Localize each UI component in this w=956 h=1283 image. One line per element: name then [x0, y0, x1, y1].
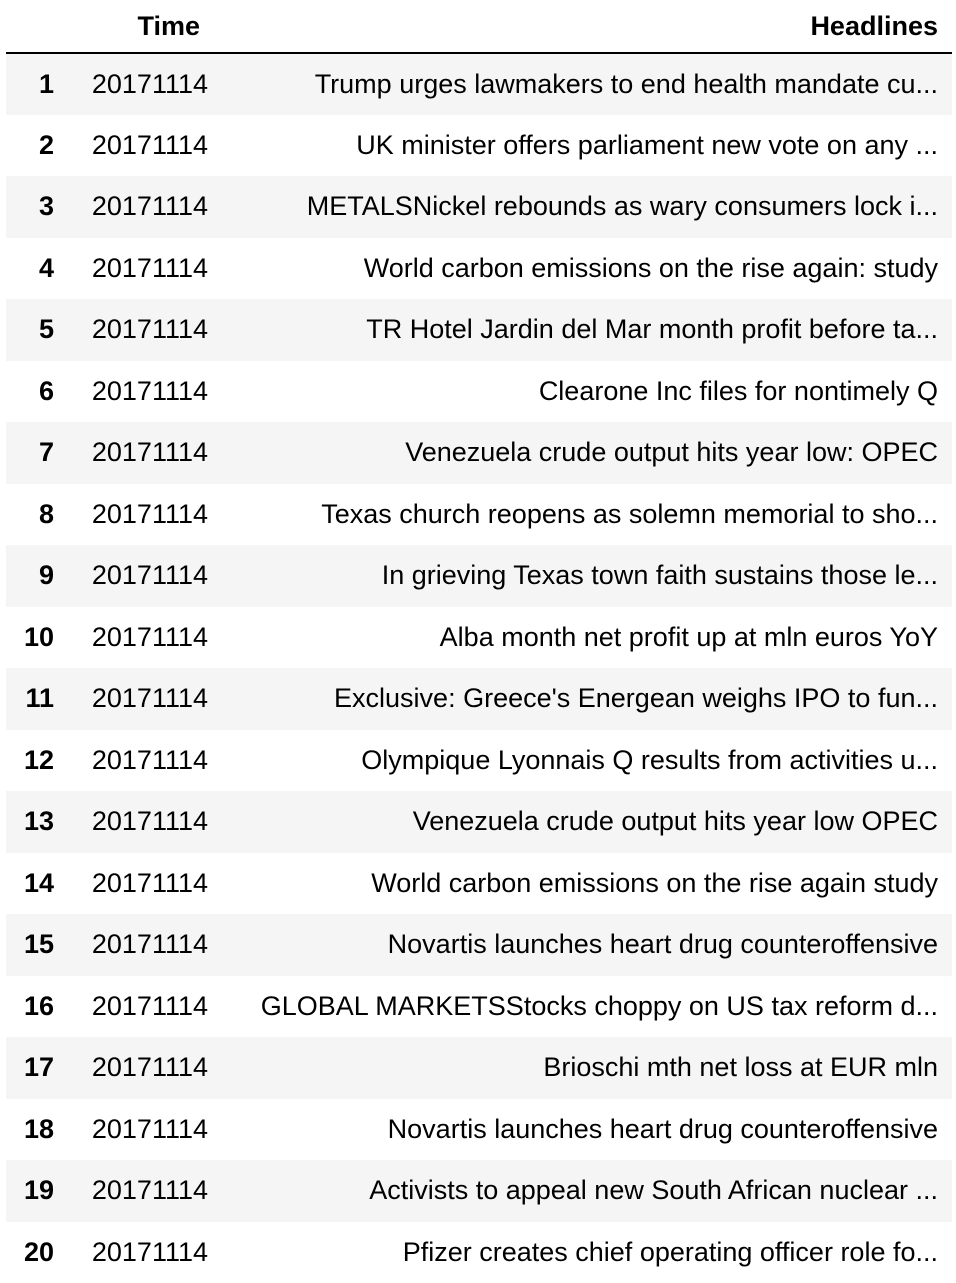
row-time: 20171114 [68, 914, 214, 976]
row-index: 9 [6, 545, 68, 607]
row-headline: World carbon emissions on the rise again… [214, 853, 952, 915]
row-time: 20171114 [68, 668, 214, 730]
row-headline: TR Hotel Jardin del Mar month profit bef… [214, 299, 952, 361]
row-index: 6 [6, 361, 68, 423]
row-index: 4 [6, 238, 68, 300]
row-headline: Clearone Inc files for nontimely Q [214, 361, 952, 423]
headlines-column-header: Headlines [214, 0, 952, 53]
row-headline: Novartis launches heart drug counteroffe… [214, 914, 952, 976]
row-time: 20171114 [68, 607, 214, 669]
row-index: 1 [6, 53, 68, 115]
row-headline: Texas church reopens as solemn memorial … [214, 484, 952, 546]
row-index: 8 [6, 484, 68, 546]
row-index: 17 [6, 1037, 68, 1099]
row-time: 20171114 [68, 730, 214, 792]
row-time: 20171114 [68, 361, 214, 423]
row-time: 20171114 [68, 545, 214, 607]
row-index: 18 [6, 1099, 68, 1161]
row-index: 15 [6, 914, 68, 976]
row-headline: GLOBAL MARKETSStocks choppy on US tax re… [214, 976, 952, 1038]
row-time: 20171114 [68, 1222, 214, 1283]
row-headline: Venezuela crude output hits year low: OP… [214, 422, 952, 484]
row-time: 20171114 [68, 1037, 214, 1099]
row-index: 12 [6, 730, 68, 792]
time-column-header: Time [68, 0, 214, 53]
row-headline: Trump urges lawmakers to end health mand… [214, 53, 952, 115]
row-time: 20171114 [68, 484, 214, 546]
row-index: 7 [6, 422, 68, 484]
row-time: 20171114 [68, 176, 214, 238]
row-headline: UK minister offers parliament new vote o… [214, 115, 952, 177]
row-index: 14 [6, 853, 68, 915]
row-index: 19 [6, 1160, 68, 1222]
row-index: 11 [6, 668, 68, 730]
header-row: Time Headlines [6, 0, 952, 53]
row-time: 20171114 [68, 238, 214, 300]
row-headline: Alba month net profit up at mln euros Yo… [214, 607, 952, 669]
row-time: 20171114 [68, 1160, 214, 1222]
row-time: 20171114 [68, 299, 214, 361]
index-column-header [6, 0, 68, 53]
row-headline: Pfizer creates chief operating officer r… [214, 1222, 952, 1283]
row-headline: Olympique Lyonnais Q results from activi… [214, 730, 952, 792]
row-index: 2 [6, 115, 68, 177]
row-time: 20171114 [68, 53, 214, 115]
row-time: 20171114 [68, 853, 214, 915]
row-headline: Exclusive: Greece's Energean weighs IPO … [214, 668, 952, 730]
row-headline: World carbon emissions on the rise again… [214, 238, 952, 300]
row-time: 20171114 [68, 422, 214, 484]
row-time: 20171114 [68, 1099, 214, 1161]
row-time: 20171114 [68, 791, 214, 853]
row-index: 20 [6, 1222, 68, 1283]
row-index: 3 [6, 176, 68, 238]
row-index: 10 [6, 607, 68, 669]
row-headline: Activists to appeal new South African nu… [214, 1160, 952, 1222]
row-headline: Venezuela crude output hits year low OPE… [214, 791, 952, 853]
row-index: 16 [6, 976, 68, 1038]
row-headline: Novartis launches heart drug counteroffe… [214, 1099, 952, 1161]
row-index: 13 [6, 791, 68, 853]
row-headline: Brioschi mth net loss at EUR mln [214, 1037, 952, 1099]
row-index: 5 [6, 299, 68, 361]
row-headline: In grieving Texas town faith sustains th… [214, 545, 952, 607]
table-header: Time Headlines [6, 0, 952, 53]
row-time: 20171114 [68, 115, 214, 177]
row-headline: METALSNickel rebounds as wary consumers … [214, 176, 952, 238]
row-time: 20171114 [68, 976, 214, 1038]
